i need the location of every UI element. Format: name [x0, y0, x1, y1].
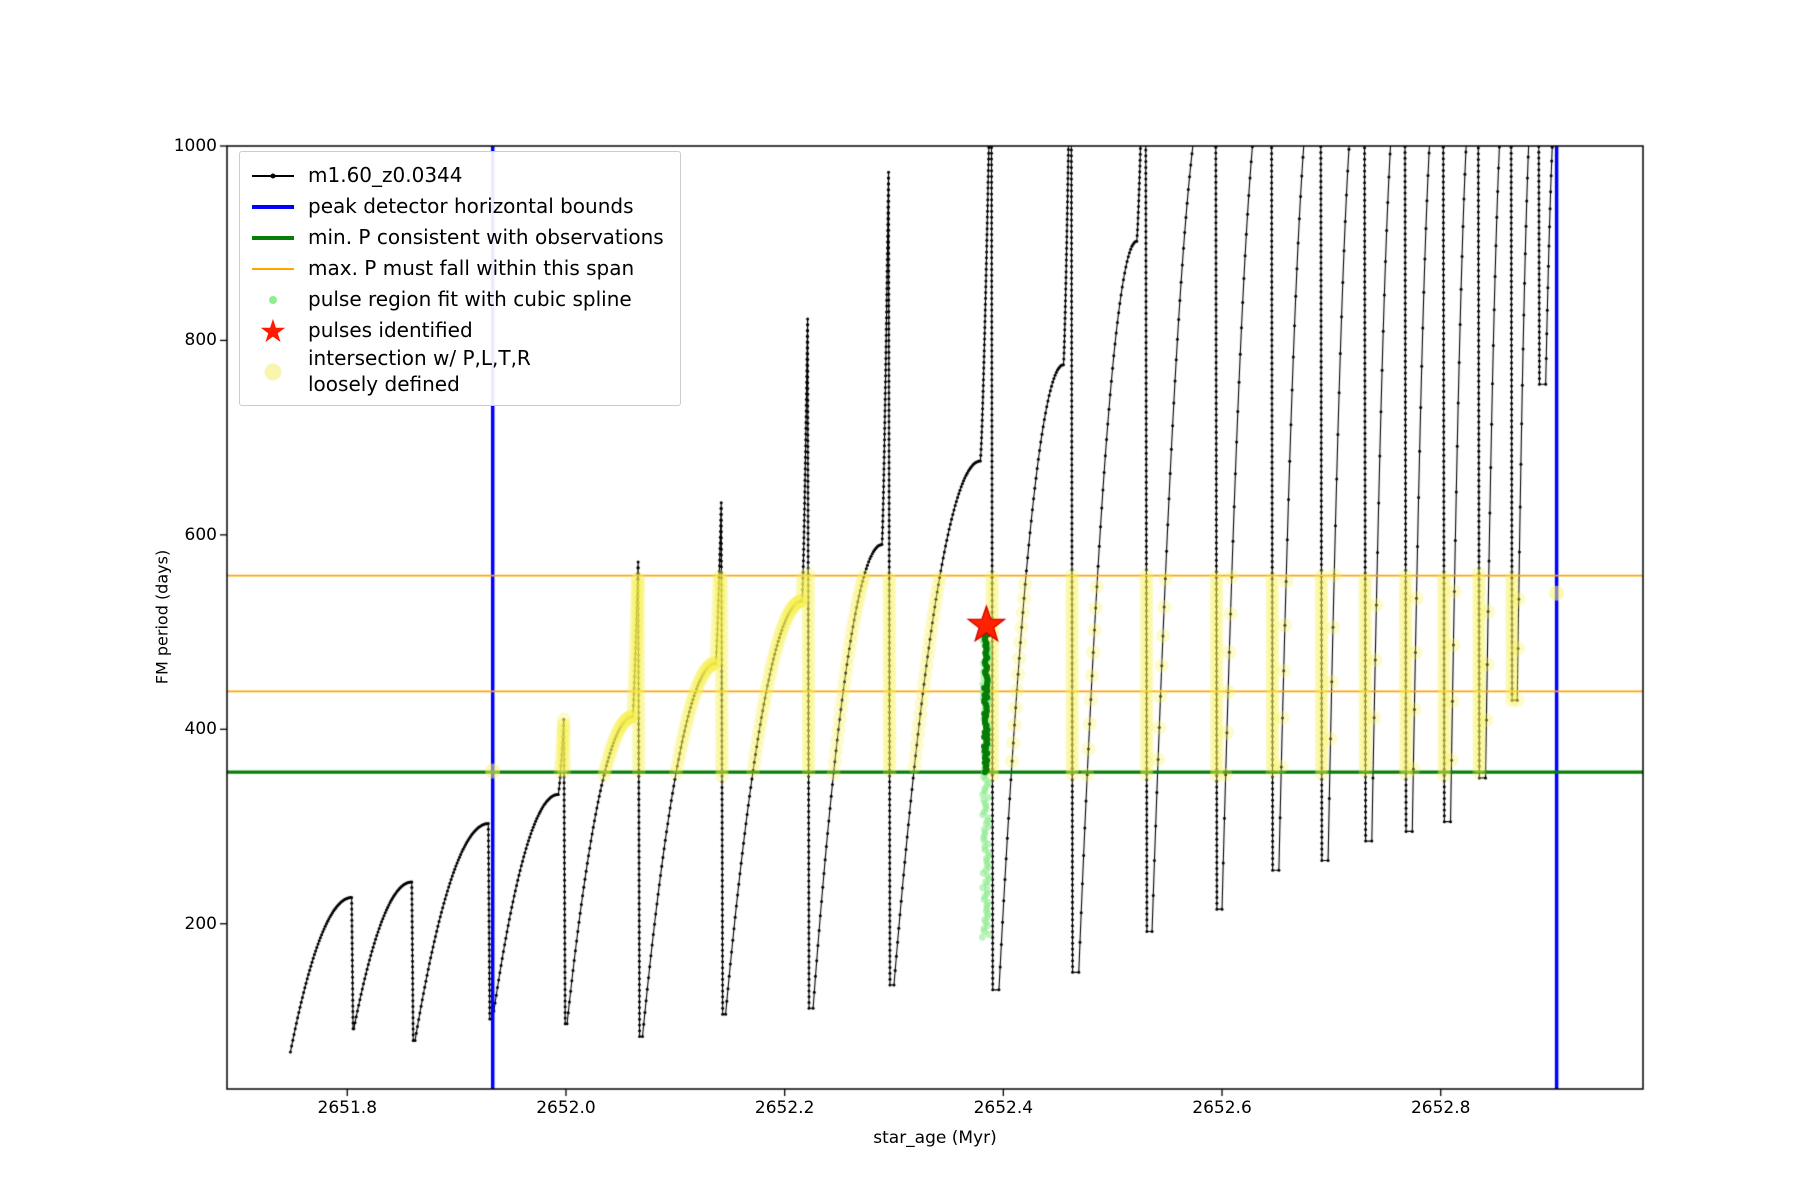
lightgreen-dot-marker-icon	[250, 285, 296, 315]
x-tick-label: 2652.0	[536, 1098, 596, 1118]
legend-entry-min-p: min. P consistent with observations	[250, 222, 664, 253]
line-dot-marker-icon	[250, 161, 296, 191]
x-tick-label: 2651.8	[317, 1098, 378, 1118]
legend-entry-model-track: m1.60_z0.0344	[250, 160, 664, 191]
legend-entry-intersection: intersection w/ P,L,T,R loosely defined	[250, 346, 664, 397]
legend-entry-pulse-region: pulse region fit with cubic spline	[250, 284, 664, 315]
legend-entry-peak-bounds: peak detector horizontal bounds	[250, 191, 664, 222]
y-tick-label: 600	[184, 524, 217, 545]
yellow-dot-marker-icon	[250, 357, 296, 387]
blue-line-marker-icon	[250, 192, 296, 222]
legend-label: m1.60_z0.0344	[308, 162, 463, 187]
y-tick-label: 400	[184, 719, 217, 740]
legend-label: pulse region fit with cubic spline	[308, 286, 632, 311]
x-axis-label: star_age (Myr)	[873, 1128, 997, 1148]
x-tick-label: 2652.4	[973, 1098, 1034, 1118]
legend-entry-pulses: ★ pulses identified	[250, 311, 664, 350]
legend-label: intersection w/ P,L,T,R loosely defined	[308, 346, 531, 396]
legend-label: max. P must fall within this span	[308, 255, 635, 280]
legend-entry-max-p: max. P must fall within this span	[250, 253, 664, 284]
y-tick-label: 1000	[173, 136, 217, 156]
x-tick-label: 2652.2	[754, 1098, 815, 1118]
green-line-marker-icon	[250, 223, 296, 253]
red-star-marker-icon: ★	[258, 311, 288, 350]
legend-label: peak detector horizontal bounds	[308, 193, 634, 218]
legend-label: pulses identified	[308, 317, 473, 342]
legend-label: min. P consistent with observations	[308, 224, 664, 249]
orange-line-marker-icon	[250, 254, 296, 284]
x-tick-label: 2652.6	[1192, 1098, 1252, 1118]
y-tick-label: 200	[184, 913, 217, 934]
x-tick-label: 2652.8	[1410, 1098, 1471, 1118]
y-axis-label: FM period (days)	[152, 549, 172, 685]
y-tick-label: 800	[184, 330, 217, 351]
